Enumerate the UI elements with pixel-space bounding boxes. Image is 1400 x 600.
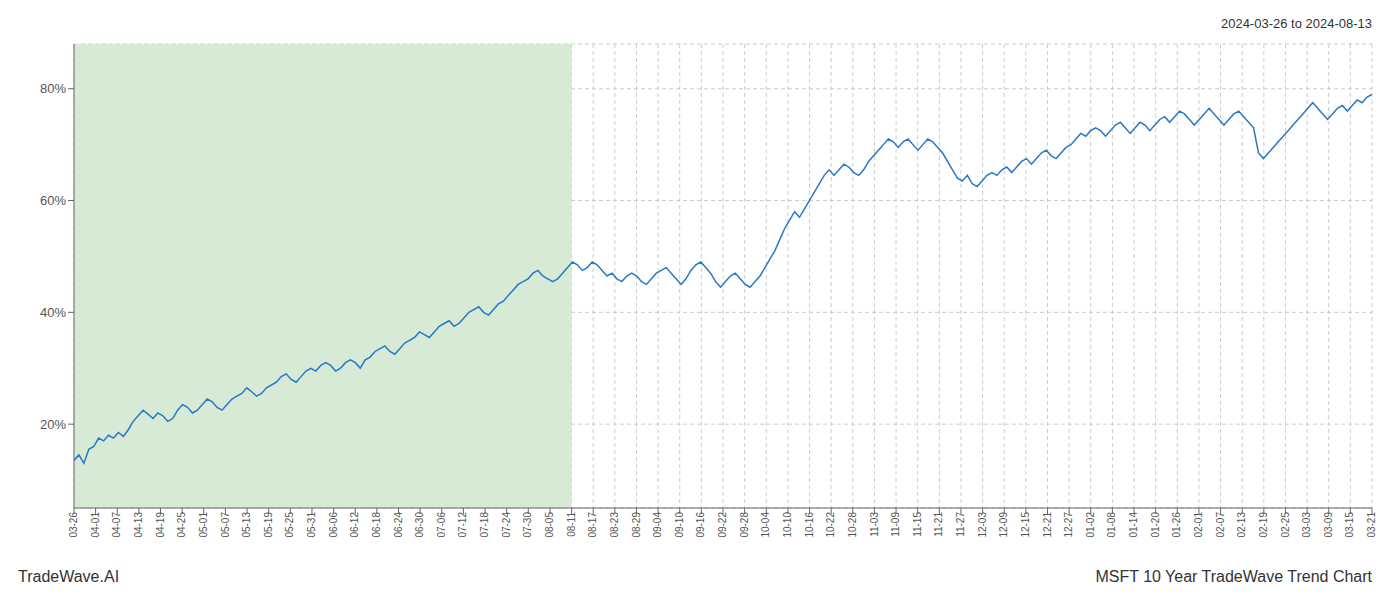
svg-text:09-10: 09-10 xyxy=(674,512,685,538)
svg-text:60%: 60% xyxy=(40,193,66,208)
svg-text:10-22: 10-22 xyxy=(825,512,836,538)
svg-text:09-16: 09-16 xyxy=(695,512,706,538)
svg-text:07-18: 07-18 xyxy=(479,512,490,538)
svg-text:04-19: 04-19 xyxy=(155,512,166,538)
svg-text:02-13: 02-13 xyxy=(1236,512,1247,538)
svg-text:01-02: 01-02 xyxy=(1085,512,1096,538)
svg-text:02-25: 02-25 xyxy=(1280,512,1291,538)
svg-text:11-27: 11-27 xyxy=(955,512,966,537)
svg-text:12-09: 12-09 xyxy=(998,512,1009,538)
svg-text:01-26: 01-26 xyxy=(1171,512,1182,538)
svg-text:11-15: 11-15 xyxy=(912,512,923,537)
svg-text:06-30: 06-30 xyxy=(414,512,425,538)
svg-text:03-03: 03-03 xyxy=(1301,512,1312,538)
svg-text:05-07: 05-07 xyxy=(220,512,231,538)
svg-text:04-01: 04-01 xyxy=(90,512,101,538)
svg-text:03-15: 03-15 xyxy=(1344,512,1355,538)
svg-text:09-04: 09-04 xyxy=(652,512,663,538)
svg-text:08-17: 08-17 xyxy=(587,512,598,538)
html-text:2024-03-26 to 2024-08-13: 2024-03-26 to 2024-08-13 xyxy=(1220,16,1372,31)
svg-text:07-30: 07-30 xyxy=(522,512,533,538)
html-text:MSFT 10 Year TradeWave Trend C: MSFT 10 Year TradeWave Trend Chart xyxy=(1095,568,1372,585)
html-text:TradeWave.AI: TradeWave.AI xyxy=(18,568,120,585)
svg-text:08-11: 08-11 xyxy=(566,512,577,537)
svg-text:09-28: 09-28 xyxy=(739,512,750,538)
svg-text:11-03: 11-03 xyxy=(869,512,880,537)
svg-text:12-21: 12-21 xyxy=(1042,512,1053,538)
svg-text:04-07: 04-07 xyxy=(111,512,122,538)
svg-text:06-12: 06-12 xyxy=(349,512,360,538)
svg-text:03-09: 03-09 xyxy=(1323,512,1334,538)
svg-text:12-15: 12-15 xyxy=(1020,512,1031,538)
svg-text:05-25: 05-25 xyxy=(284,512,295,538)
svg-text:20%: 20% xyxy=(40,417,66,432)
svg-text:08-23: 08-23 xyxy=(609,512,620,538)
svg-text:07-24: 07-24 xyxy=(501,512,512,538)
svg-text:05-19: 05-19 xyxy=(263,512,274,538)
svg-text:09-22: 09-22 xyxy=(717,512,728,538)
svg-text:04-25: 04-25 xyxy=(176,512,187,538)
svg-text:06-06: 06-06 xyxy=(328,512,339,538)
svg-text:04-13: 04-13 xyxy=(133,512,144,538)
svg-text:03-21: 03-21 xyxy=(1366,512,1377,538)
svg-text:07-12: 07-12 xyxy=(458,512,469,538)
svg-text:11-21: 11-21 xyxy=(933,512,944,537)
svg-text:02-07: 02-07 xyxy=(1215,512,1226,538)
svg-text:10-16: 10-16 xyxy=(804,512,815,538)
svg-text:11-09: 11-09 xyxy=(890,512,901,537)
svg-text:10-28: 10-28 xyxy=(847,512,858,538)
svg-text:10-04: 10-04 xyxy=(760,512,771,538)
svg-text:06-24: 06-24 xyxy=(393,512,404,538)
svg-text:12-27: 12-27 xyxy=(1063,512,1074,538)
svg-text:08-29: 08-29 xyxy=(631,512,642,538)
svg-text:01-14: 01-14 xyxy=(1128,512,1139,538)
svg-text:10-10: 10-10 xyxy=(782,512,793,538)
svg-text:06-18: 06-18 xyxy=(371,512,382,538)
svg-text:08-05: 08-05 xyxy=(544,512,555,538)
svg-text:01-20: 01-20 xyxy=(1150,512,1161,538)
svg-text:03-26: 03-26 xyxy=(68,512,79,538)
svg-text:07-06: 07-06 xyxy=(436,512,447,538)
svg-text:12-03: 12-03 xyxy=(977,512,988,538)
svg-text:05-31: 05-31 xyxy=(306,512,317,538)
svg-text:05-13: 05-13 xyxy=(241,512,252,538)
svg-text:01-08: 01-08 xyxy=(1107,512,1118,538)
svg-text:05-01: 05-01 xyxy=(198,512,209,538)
svg-text:02-19: 02-19 xyxy=(1258,512,1269,538)
svg-text:02-01: 02-01 xyxy=(1193,512,1204,538)
svg-text:80%: 80% xyxy=(40,81,66,96)
svg-text:40%: 40% xyxy=(40,305,66,320)
